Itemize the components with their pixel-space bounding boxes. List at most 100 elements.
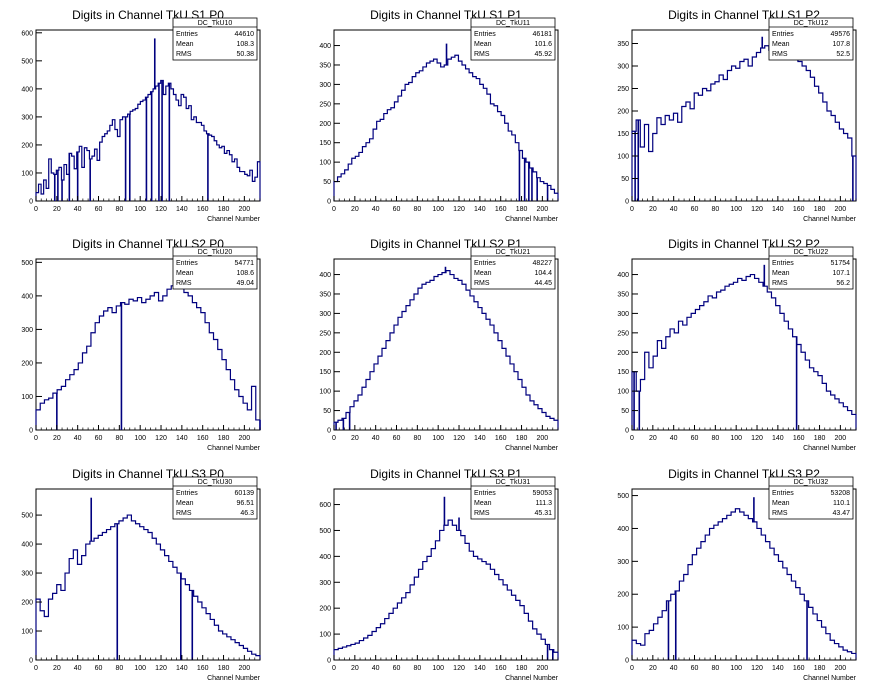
x-axis-label: Channel Number: [803, 216, 857, 223]
y-tick-label: 200: [617, 350, 629, 357]
y-tick-label: 200: [319, 121, 331, 128]
stats-label: Mean: [176, 41, 194, 48]
x-tick-label: 20: [649, 435, 657, 442]
x-tick-label: 100: [432, 665, 444, 672]
y-tick-label: 600: [21, 30, 33, 37]
plot-frame: [631, 488, 857, 661]
stats-label: Entries: [772, 31, 794, 38]
y-tick-label: 100: [617, 154, 629, 161]
plot-frame: [333, 29, 559, 202]
x-tick-label: 180: [814, 665, 826, 672]
x-tick-label: 160: [793, 206, 805, 213]
x-tick-label: 20: [53, 435, 61, 442]
x-tick-label: 140: [772, 665, 784, 672]
x-tick-label: 0: [630, 206, 634, 213]
x-tick-label: 200: [239, 665, 251, 672]
stats-label: RMS: [474, 280, 490, 287]
y-tick-label: 500: [319, 528, 331, 535]
x-tick-label: 180: [218, 435, 230, 442]
x-tick-label: 0: [34, 435, 38, 442]
stats-box: [172, 476, 258, 520]
stats-label: Entries: [176, 260, 198, 267]
x-tick-label: 80: [115, 665, 123, 672]
x-tick-label: 40: [372, 435, 380, 442]
x-tick-label: 60: [393, 665, 401, 672]
x-tick-label: 140: [474, 665, 486, 672]
y-tick-label: 400: [319, 554, 331, 561]
stats-box: [470, 476, 556, 520]
x-tick-label: 20: [53, 206, 61, 213]
x-tick-label: 200: [239, 435, 251, 442]
y-tick-label: 0: [327, 428, 331, 435]
x-tick-label: 80: [115, 435, 123, 442]
x-tick-label: 60: [691, 206, 699, 213]
y-tick-label: 150: [319, 369, 331, 376]
x-tick-label: 120: [155, 435, 167, 442]
y-tick-label: 500: [21, 260, 33, 267]
x-tick-label: 40: [74, 206, 82, 213]
y-tick-label: 200: [21, 600, 33, 607]
plot-frame: [333, 488, 559, 661]
stats-hist-name: DC_TkU11: [496, 20, 530, 27]
stats-label: Entries: [772, 260, 794, 267]
x-tick-label: 40: [670, 435, 678, 442]
y-tick-label: 350: [617, 291, 629, 298]
stats-label: Entries: [474, 260, 496, 267]
x-tick-label: 20: [351, 435, 359, 442]
histogram-line: [333, 54, 559, 201]
stats-value: 44.45: [534, 280, 552, 287]
y-tick-label: 400: [319, 43, 331, 50]
stats-value: 48227: [533, 260, 553, 267]
y-tick-label: 0: [29, 658, 33, 665]
x-tick-label: 60: [691, 665, 699, 672]
plot-frame: [35, 258, 261, 431]
y-tick-label: 100: [319, 632, 331, 639]
stats-hist-name: DC_TkU30: [198, 479, 233, 486]
y-tick-label: 0: [625, 658, 629, 665]
stats-value: 104.4: [534, 270, 552, 277]
y-tick-label: 200: [21, 360, 33, 367]
histogram-panel: Digits in Channel TkU S2 P00 20 40 60 80 100 1…: [21, 237, 261, 452]
stats-value: 54771: [235, 260, 255, 267]
stats-value: 108.3: [236, 41, 254, 48]
y-tick-label: 100: [319, 389, 331, 396]
x-tick-label: 20: [351, 206, 359, 213]
stats-hist-name: DC_TkU31: [496, 479, 531, 486]
x-tick-label: 80: [711, 665, 719, 672]
x-tick-label: 80: [413, 206, 421, 213]
x-tick-label: 100: [432, 206, 444, 213]
stats-value: 101.6: [534, 41, 552, 48]
stats-label: RMS: [474, 51, 490, 58]
stats-hist-name: DC_TkU21: [496, 249, 531, 256]
y-tick-label: 200: [617, 592, 629, 599]
y-tick-label: 500: [617, 493, 629, 500]
x-tick-label: 200: [835, 435, 847, 442]
x-tick-label: 60: [393, 206, 401, 213]
y-tick-label: 150: [617, 131, 629, 138]
stats-value: 43.47: [832, 510, 850, 517]
y-tick-label: 300: [617, 64, 629, 71]
histogram-panel: Digits in Channel TkU S1 P10 20 40 60 80 100 1…: [319, 8, 558, 223]
x-tick-label: 200: [835, 206, 847, 213]
y-tick-label: 50: [621, 176, 629, 183]
stats-value: 56.2: [836, 280, 850, 287]
x-tick-label: 80: [115, 206, 123, 213]
stats-box: [768, 246, 854, 290]
x-tick-label: 60: [393, 435, 401, 442]
y-tick-label: 300: [319, 311, 331, 318]
plot-frame: [35, 29, 261, 202]
x-tick-label: 140: [176, 665, 188, 672]
stats-value: 107.1: [832, 270, 850, 277]
x-tick-label: 160: [495, 665, 507, 672]
x-tick-label: 80: [413, 435, 421, 442]
x-tick-label: 140: [772, 435, 784, 442]
x-tick-label: 160: [495, 206, 507, 213]
x-tick-label: 120: [751, 435, 763, 442]
x-axis-label: Channel Number: [505, 216, 559, 223]
x-tick-label: 0: [332, 206, 336, 213]
y-tick-label: 100: [21, 170, 33, 177]
x-tick-label: 180: [814, 435, 826, 442]
x-tick-label: 0: [332, 435, 336, 442]
x-axis-label: Channel Number: [505, 675, 559, 682]
x-tick-label: 0: [630, 665, 634, 672]
